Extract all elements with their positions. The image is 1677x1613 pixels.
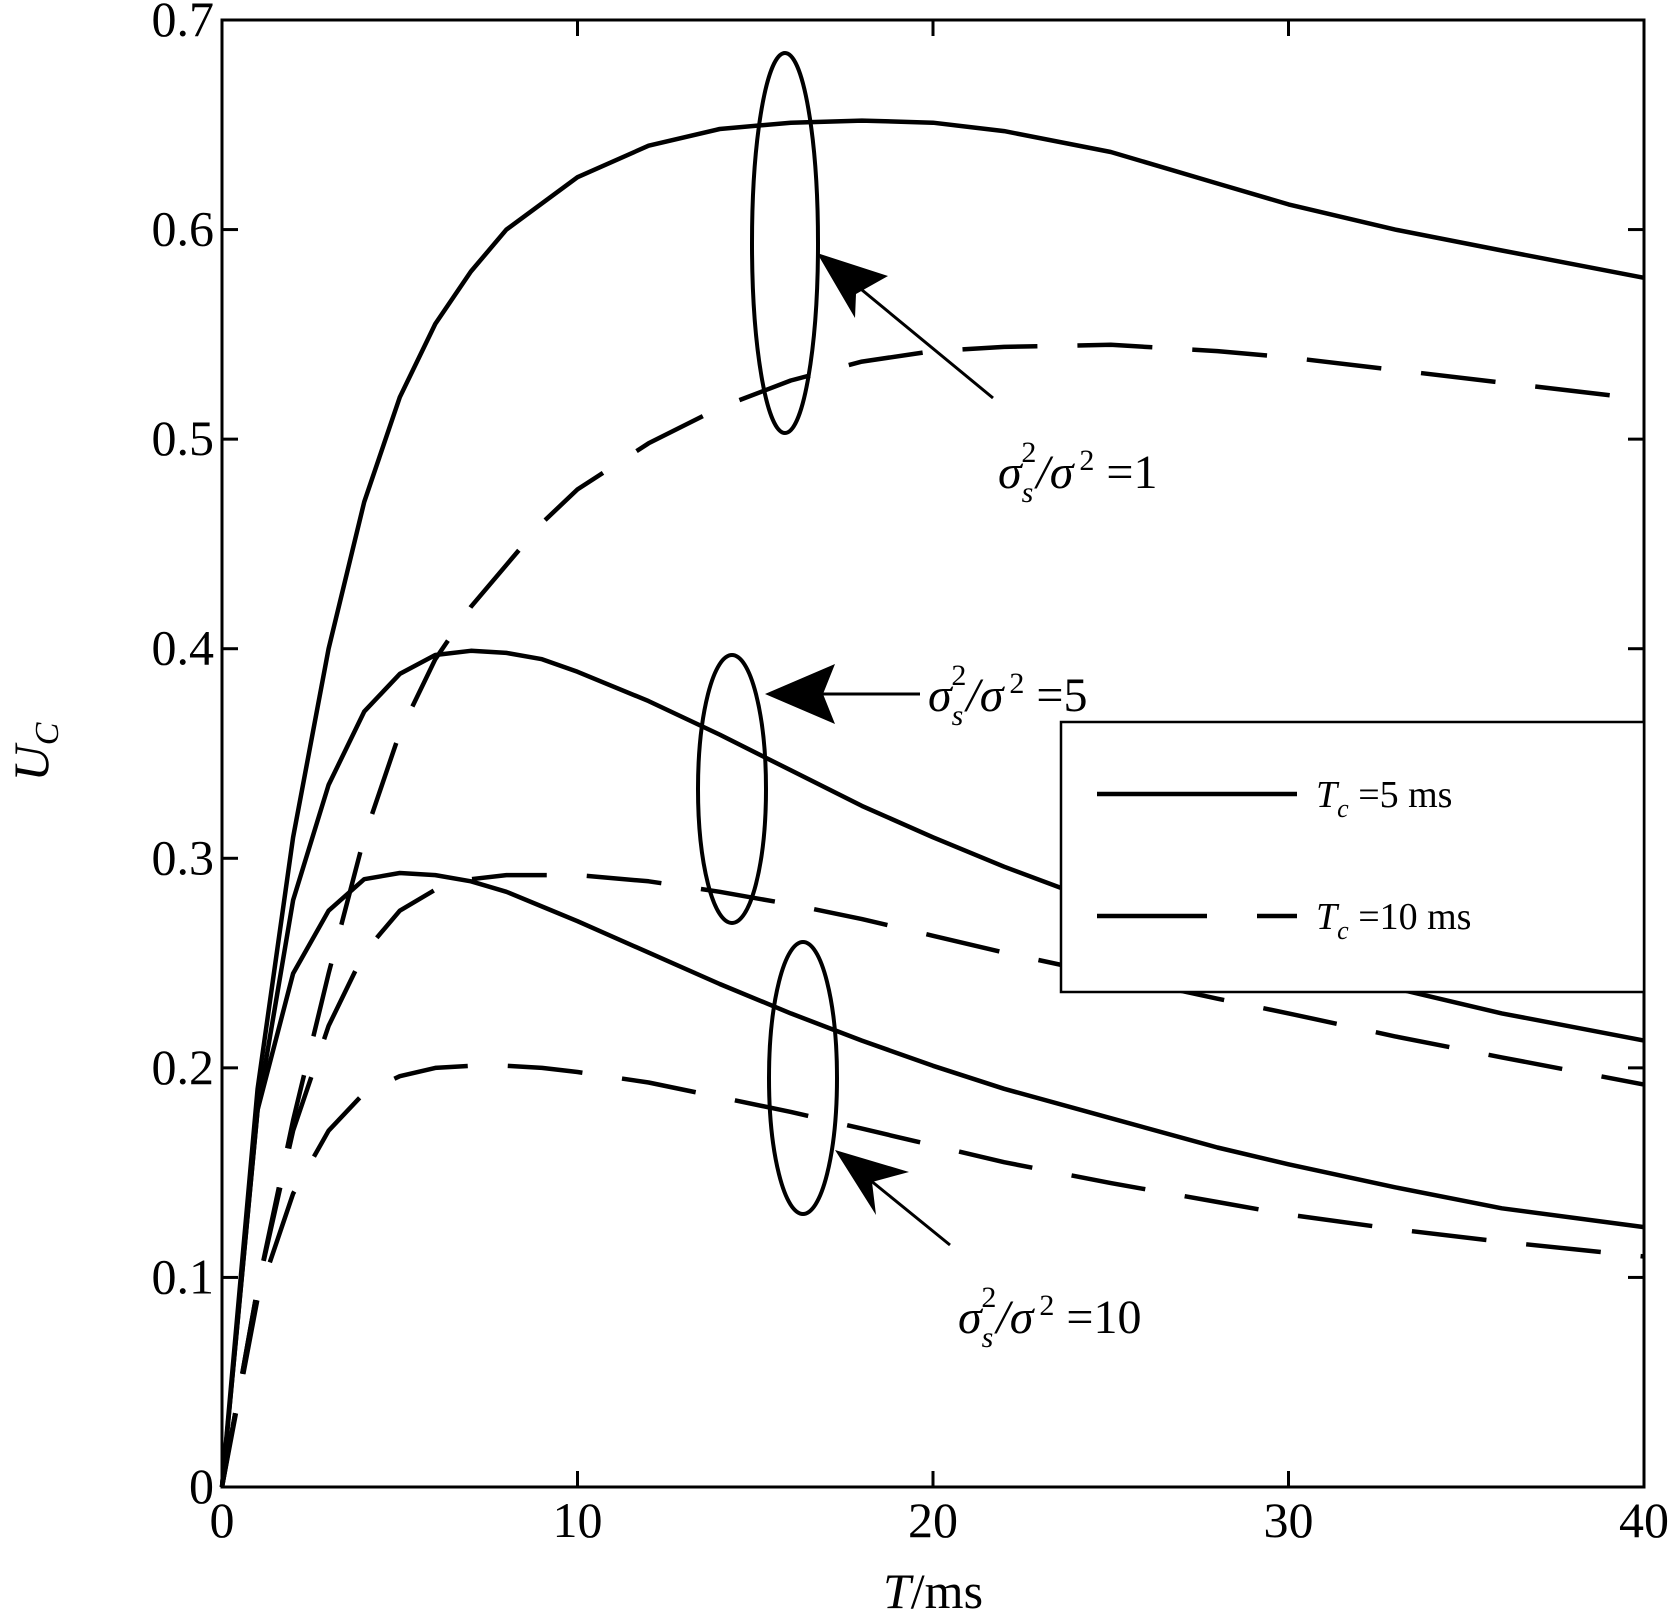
x-tick-label: 0	[210, 1492, 235, 1548]
x-axis-title-unit: /ms	[911, 1563, 983, 1613]
legend-label-dashed: Tc =10 ms	[1316, 896, 1471, 945]
series-line-group1-tc10	[219, 342, 1645, 1488]
legend-label-solid: Tc =5 ms	[1316, 774, 1452, 823]
series-line-group10-tc10	[219, 1063, 1645, 1488]
y-tick-label: 0.2	[152, 1039, 215, 1095]
y-axis-title-sub: C	[29, 722, 66, 745]
annotation-arrow-10	[835, 1150, 951, 1247]
group-ellipse-1	[750, 51, 820, 435]
annotation-arrow-5	[765, 664, 920, 724]
annotation-arrow-1	[817, 253, 994, 400]
y-tick-label: 0.1	[152, 1248, 215, 1304]
y-tick-label: 0.3	[152, 829, 215, 885]
y-axis-title: UC	[3, 722, 66, 781]
y-tick-label: 0	[189, 1458, 214, 1514]
series-line-group10-tc5	[219, 870, 1645, 1488]
series-line-group5-tc10	[219, 872, 1645, 1488]
axis-ticks-group	[220, 18, 1646, 1489]
data-series-group	[219, 118, 1645, 1488]
y-tick-label: 0.7	[152, 0, 215, 47]
x-axis-title-var: T	[883, 1563, 914, 1613]
series-line-group1-tc5	[219, 118, 1645, 1488]
tick-labels-group: 0 10 20 30 40 0 0.1 0.2 0.3 0.4 0.5 0.6 0.7	[152, 0, 1670, 1548]
group-ellipse-5	[696, 653, 768, 925]
legend: Tc =5 ms Tc =10 ms	[1059, 720, 1646, 994]
legend-box	[1059, 720, 1646, 994]
x-tick-label: 20	[908, 1492, 958, 1548]
y-axis-title-main: U	[3, 742, 59, 781]
x-tick-label: 30	[1264, 1492, 1314, 1548]
x-axis-title: T/ms	[883, 1563, 983, 1613]
group-ellipse-10	[767, 940, 839, 1216]
annotation-label-10: σs2/σ 2 =10	[958, 1281, 1141, 1354]
annotation-label-1: σs2/σ 2 =1	[998, 436, 1157, 509]
x-tick-label: 40	[1619, 1492, 1669, 1548]
y-tick-label: 0.5	[152, 410, 215, 466]
x-tick-label: 10	[553, 1492, 603, 1548]
annotation-label-5: σs2/σ 2 =5	[928, 659, 1087, 732]
y-tick-label: 0.6	[152, 201, 215, 257]
y-tick-label: 0.4	[152, 620, 215, 676]
